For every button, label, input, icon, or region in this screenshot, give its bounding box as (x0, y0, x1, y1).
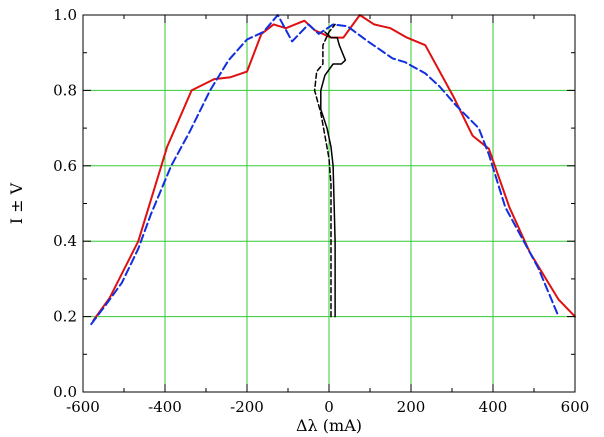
x-axis-label: Δλ (mA) (296, 416, 362, 435)
series-line-3 (320, 31, 347, 318)
y-tick-label: 0.2 (53, 308, 77, 326)
y-tick-label: 1.0 (53, 6, 77, 24)
y-tick-label: 0.8 (53, 81, 77, 99)
tick-marks (82, 14, 576, 393)
x-tick-label: -200 (230, 398, 264, 416)
y-tick-label: 0.0 (53, 383, 77, 401)
series-line-2 (90, 14, 560, 326)
y-tick-label: 0.4 (53, 232, 77, 250)
x-tick-labels: -600 -400 -200 0 200 400 600 (66, 398, 589, 416)
grid (83, 15, 575, 392)
x-tick-label: -600 (66, 398, 100, 416)
y-tick-label: 0.6 (53, 157, 77, 175)
series-group (90, 14, 576, 326)
x-tick-label: 600 (561, 398, 590, 416)
x-tick-label: 0 (324, 398, 334, 416)
x-tick-label: 400 (479, 398, 508, 416)
series-line-4 (313, 23, 336, 318)
x-tick-label: 200 (397, 398, 426, 416)
x-tick-label: -400 (148, 398, 182, 416)
y-axis-label: I ± V (7, 182, 26, 224)
y-tick-labels: 0.0 0.2 0.4 0.6 0.8 1.0 (53, 6, 77, 401)
